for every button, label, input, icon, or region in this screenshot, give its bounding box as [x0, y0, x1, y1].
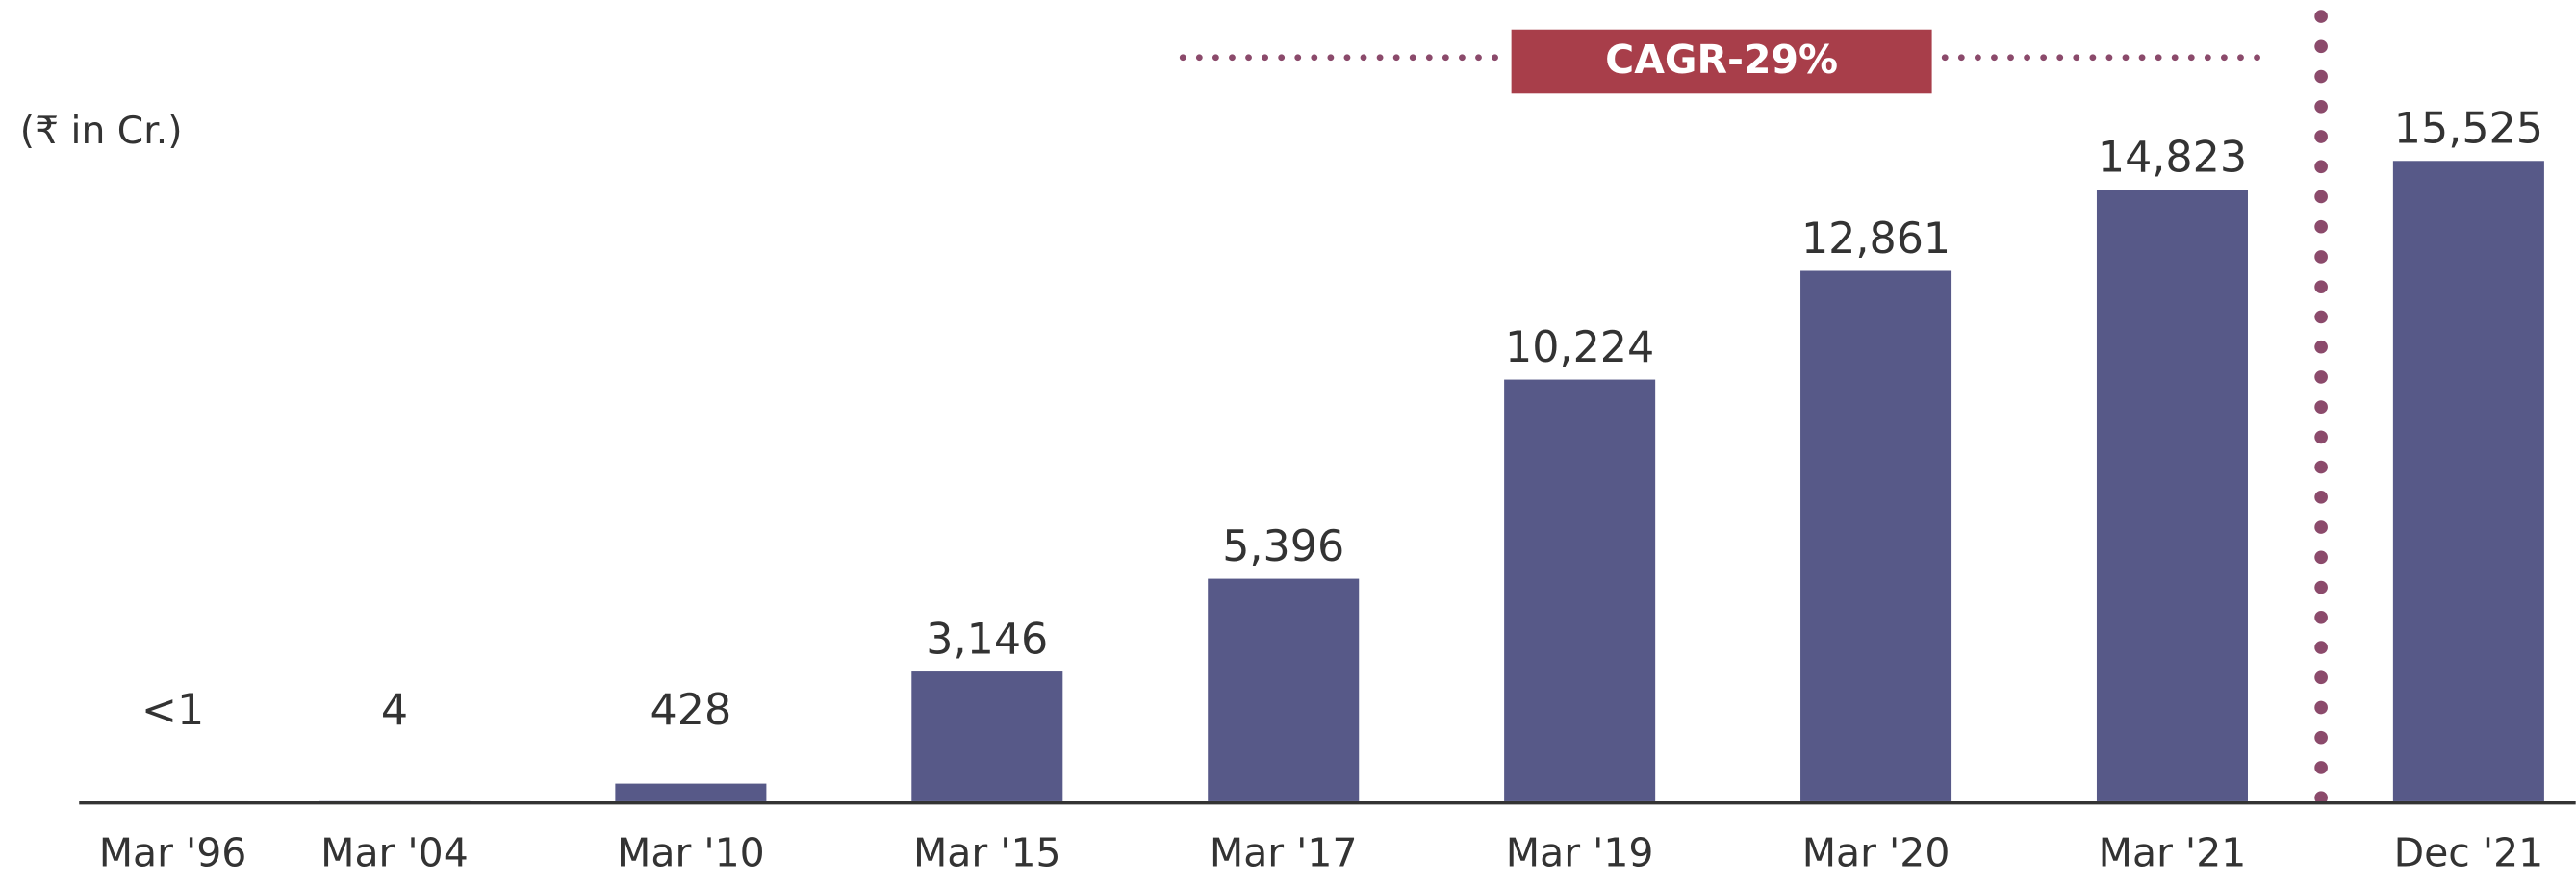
annotation: CAGR-29% [1605, 37, 1838, 83]
value-label: 14,823 [2098, 134, 2247, 183]
x-tick-label: Mar '15 [913, 829, 1061, 875]
x-tick-label: Mar '04 [320, 829, 469, 875]
value-label: 12,861 [1801, 215, 1951, 264]
value-label: 10,224 [1505, 323, 1654, 372]
value-label: 428 [650, 686, 732, 735]
value-label: <1 [141, 686, 204, 735]
value-label: 3,146 [926, 615, 1048, 664]
x-tick-label: Mar '19 [1506, 829, 1654, 875]
unit-label: (₹ in Cr.) [20, 110, 183, 153]
bar [2096, 190, 2248, 801]
bar [1208, 578, 1360, 801]
bar [2392, 161, 2544, 801]
annotation-box [1511, 29, 1932, 94]
value-label: 15,525 [2394, 105, 2543, 154]
bar [911, 671, 1063, 801]
x-tick-label: Mar '21 [2099, 829, 2247, 875]
value-label: 5,396 [1222, 522, 1344, 571]
x-tick-label: Mar '20 [1802, 829, 1951, 875]
bar [1504, 379, 1656, 801]
x-tick-label: Dec '21 [2394, 829, 2544, 875]
bar [615, 783, 767, 801]
x-tick-label: Mar '10 [617, 829, 765, 875]
x-tick-label: Mar '96 [99, 829, 247, 875]
bar [1800, 270, 1952, 801]
value-label: 4 [381, 686, 408, 735]
x-tick-label: Mar '17 [1210, 829, 1358, 875]
